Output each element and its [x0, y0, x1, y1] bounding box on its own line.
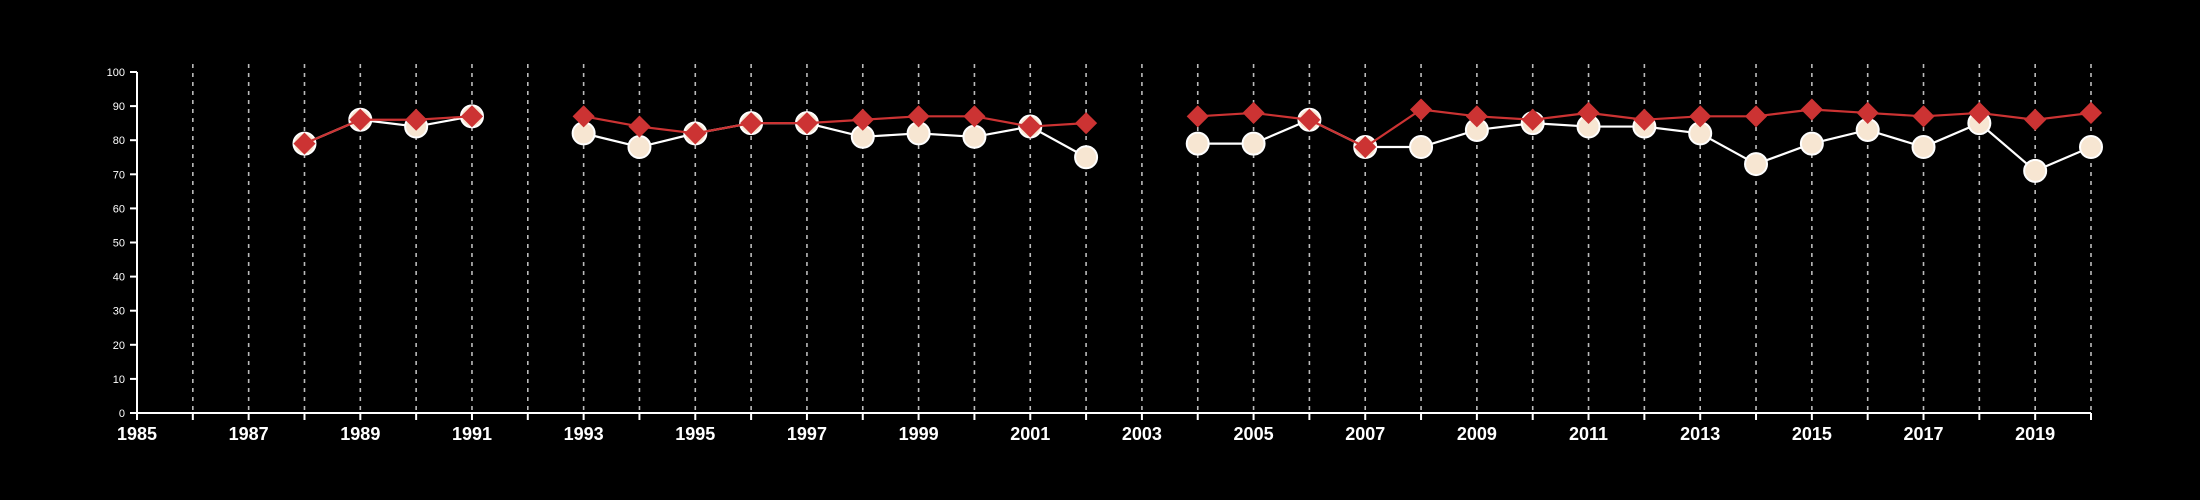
- x-tick-label: 2011: [1569, 424, 1608, 444]
- data-point: [1577, 101, 1600, 124]
- data-point: [1689, 105, 1712, 128]
- y-tick-label: 30: [113, 306, 125, 318]
- data-point: [1242, 101, 1265, 124]
- data-point: [2079, 135, 2103, 160]
- y-tick-label: 60: [113, 203, 125, 215]
- y-tick-label: 80: [113, 135, 125, 147]
- data-point: [572, 105, 595, 128]
- data-point: [1185, 131, 1210, 156]
- data-point: [1744, 105, 1768, 128]
- y-tick-label: 10: [113, 374, 125, 386]
- data-point: [795, 112, 819, 135]
- data-point: [962, 124, 987, 149]
- x-tick-label: 2013: [1680, 424, 1720, 444]
- data-point: [1074, 145, 1099, 170]
- data-point: [2024, 108, 2047, 131]
- y-tick-label: 40: [113, 272, 125, 284]
- x-tick-label: 2017: [1903, 424, 1943, 444]
- data-point: [963, 105, 986, 128]
- x-tick-label: 1993: [564, 424, 604, 444]
- data-point: [2023, 158, 2048, 183]
- data-point: [460, 105, 484, 128]
- y-tick-label: 100: [107, 67, 125, 79]
- x-tick-label: 1991: [452, 424, 492, 444]
- data-point: [1799, 131, 1824, 156]
- series-layer: [292, 98, 2103, 183]
- data-point: [1800, 98, 1823, 121]
- data-point: [293, 132, 316, 155]
- series-line: [304, 115, 473, 145]
- data-point: [349, 108, 372, 131]
- data-point: [1241, 131, 1266, 156]
- series-diamond: [293, 98, 2103, 159]
- data-point: [1075, 112, 1098, 135]
- y-tick-label: 90: [113, 101, 125, 113]
- data-point: [1409, 135, 1434, 160]
- data-point: [1856, 101, 1879, 124]
- x-tick-label: 1999: [899, 424, 939, 444]
- series-line: [583, 122, 1087, 159]
- data-point: [1744, 152, 1769, 177]
- data-point: [1465, 105, 1488, 128]
- x-tick-label: 2015: [1792, 424, 1832, 444]
- x-tick-label: 1995: [675, 424, 715, 444]
- data-point: [1409, 98, 1433, 121]
- y-tick-label: 20: [113, 340, 125, 352]
- x-tick-label: 1997: [787, 424, 827, 444]
- data-point: [628, 115, 651, 138]
- x-tick-label: 1987: [229, 424, 269, 444]
- data-point: [2079, 101, 2103, 124]
- data-point: [1633, 108, 1656, 131]
- data-point: [1521, 108, 1544, 131]
- x-tick-label: 2003: [1122, 424, 1162, 444]
- data-point: [851, 108, 874, 131]
- x-tick-label: 1985: [117, 424, 157, 444]
- axes: 0 10 20 30 40 50 60 70 80 90 100 1985 1987 1989 1991 19…: [107, 67, 2092, 444]
- x-tick-label: 2007: [1345, 424, 1385, 444]
- data-point: [405, 108, 428, 131]
- data-point: [1912, 105, 1935, 128]
- x-tick-label: 2001: [1010, 424, 1050, 444]
- data-point: [1911, 135, 1936, 160]
- data-point: [740, 112, 763, 135]
- data-point: [907, 105, 930, 128]
- data-point: [1354, 135, 1377, 159]
- data-point: [1968, 101, 1991, 124]
- y-tick-label: 0: [119, 408, 125, 420]
- x-tick-label: 2005: [1234, 424, 1274, 444]
- x-tick-label: 1989: [340, 424, 380, 444]
- data-point: [1186, 105, 1209, 128]
- grid-lines: [192, 64, 2092, 413]
- series-line: [583, 115, 1087, 135]
- x-tick-label: 2019: [2015, 424, 2055, 444]
- x-tick-label: 2009: [1457, 424, 1497, 444]
- y-tick-label: 70: [113, 169, 125, 181]
- y-tick-label: 50: [113, 238, 125, 250]
- data-point: [627, 135, 652, 160]
- data-point: [1019, 115, 1042, 138]
- data-point: [684, 122, 707, 145]
- data-point: [1298, 108, 1321, 131]
